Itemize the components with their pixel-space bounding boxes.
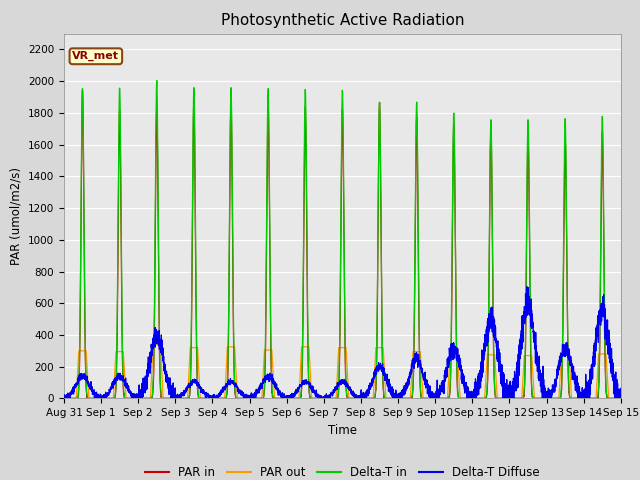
X-axis label: Time: Time [328,424,357,437]
Y-axis label: PAR (umol/m2/s): PAR (umol/m2/s) [10,167,22,265]
Text: VR_met: VR_met [72,51,119,61]
Title: Photosynthetic Active Radiation: Photosynthetic Active Radiation [221,13,464,28]
Legend: PAR in, PAR out, Delta-T in, Delta-T Diffuse: PAR in, PAR out, Delta-T in, Delta-T Dif… [140,461,545,480]
